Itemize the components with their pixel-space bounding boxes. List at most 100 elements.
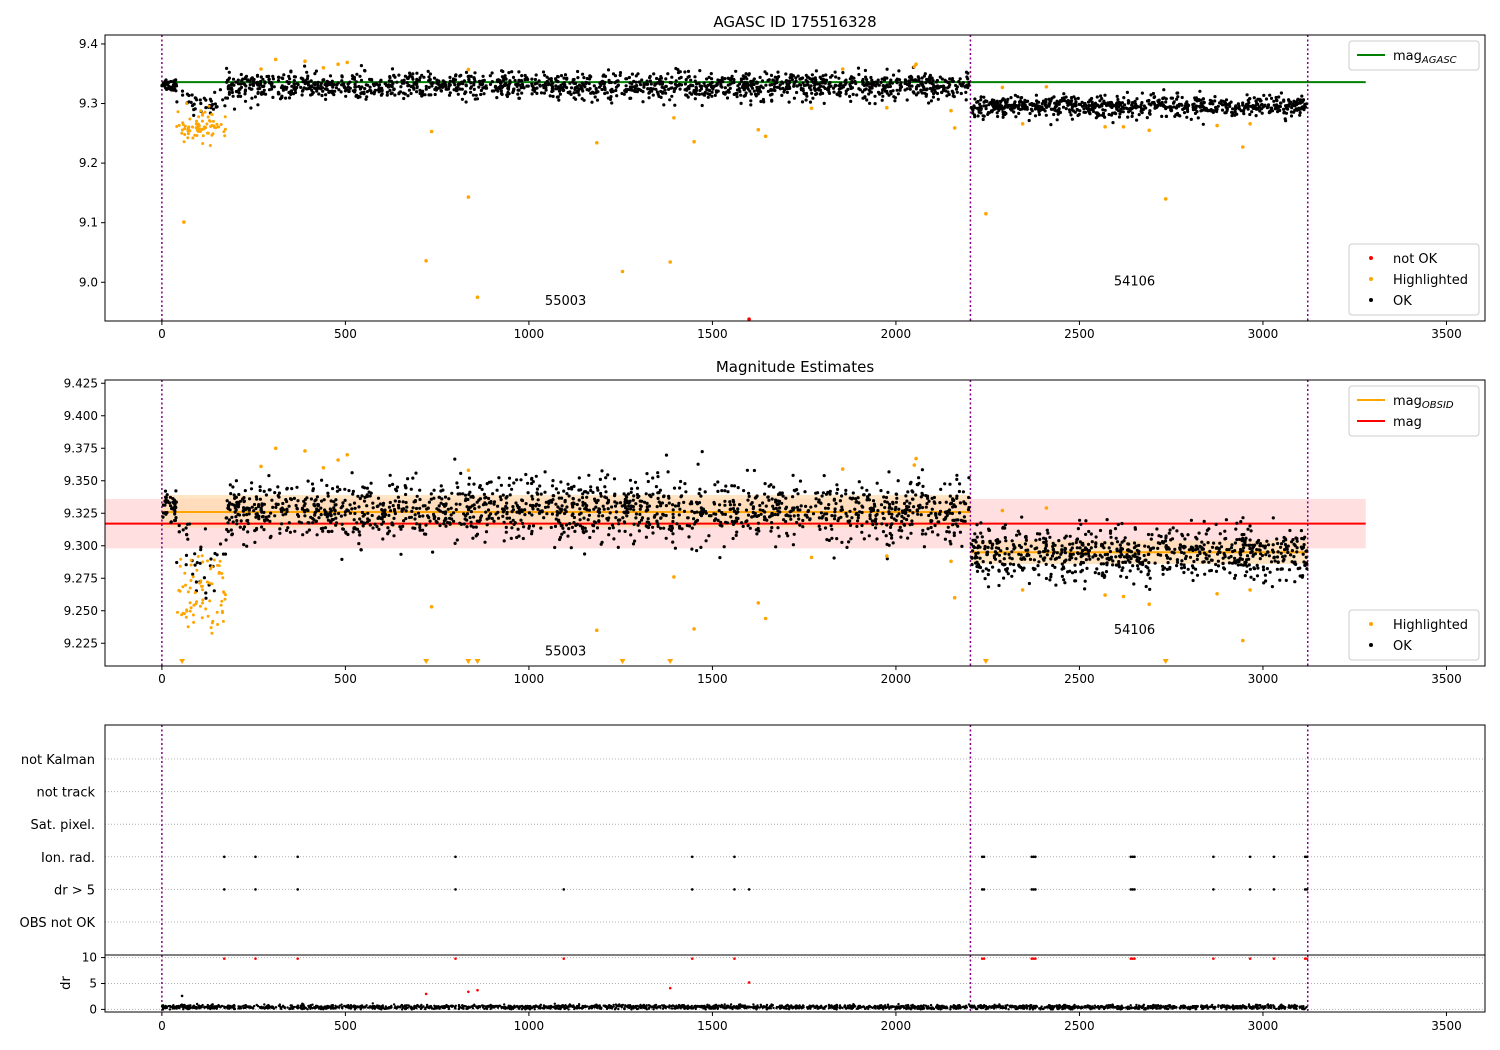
ok-point [670, 86, 674, 90]
ok-point [236, 82, 241, 86]
ok-point [212, 589, 216, 593]
ok-point [1055, 551, 1059, 555]
ok-point [192, 113, 196, 117]
ok-point [387, 79, 391, 83]
ok-point [732, 77, 736, 81]
ok-point [1198, 550, 1202, 554]
ok-point [841, 71, 845, 75]
ok-point [919, 513, 923, 517]
ok-point [917, 506, 922, 510]
ok-point [1073, 102, 1078, 107]
ok-point [368, 523, 372, 527]
ok-point [239, 72, 243, 77]
ok-point [624, 84, 628, 88]
ok-point [1148, 548, 1152, 552]
ok-point [372, 84, 376, 88]
ok-point [921, 85, 926, 89]
ok-point [1068, 569, 1072, 573]
ok-point [1012, 544, 1016, 548]
ok-point [955, 90, 959, 94]
ok-point [333, 89, 337, 93]
ok-point [451, 79, 455, 83]
highlighted-point [195, 134, 199, 137]
ok-point [181, 93, 185, 97]
ok-point [248, 497, 252, 501]
highlighted-point [620, 269, 625, 274]
ok-point [907, 505, 911, 509]
ok-point [689, 84, 693, 88]
ok-point [671, 519, 675, 524]
ok-point [645, 79, 649, 83]
ok-point [303, 64, 307, 68]
ok-point [1074, 100, 1078, 104]
ok-point [712, 502, 717, 506]
ok-point [469, 520, 473, 524]
ok-point [403, 74, 407, 78]
ok-point [810, 91, 814, 95]
highlighted-point [198, 130, 202, 133]
ok-point [549, 525, 553, 530]
ok-point [973, 97, 977, 101]
ok-point [326, 529, 330, 534]
ok-point [890, 533, 894, 537]
ok-point [296, 513, 300, 517]
ok-point [418, 76, 422, 80]
ok-point [1282, 98, 1286, 102]
ok-point [904, 79, 908, 83]
ok-point [1054, 583, 1058, 587]
ok-point [1196, 116, 1200, 120]
ok-point [491, 492, 495, 496]
ok-point [229, 492, 233, 496]
ok-point [224, 538, 228, 542]
ok-point [754, 528, 758, 532]
ok-point [316, 83, 320, 87]
ok-point [517, 70, 521, 74]
ok-point [562, 489, 566, 493]
ok-point [550, 87, 554, 91]
ok-point [1247, 557, 1251, 561]
ok-point [1103, 93, 1107, 97]
ok-point [475, 532, 480, 536]
ok-point [699, 494, 703, 498]
ok-point [1070, 556, 1074, 560]
ok-point [249, 87, 253, 91]
ok-point [366, 511, 370, 515]
ok-point [668, 98, 672, 102]
ok-point [938, 75, 942, 79]
ok-point [871, 499, 876, 503]
ok-point [493, 84, 498, 88]
ok-point [1288, 528, 1292, 533]
ok-point [492, 502, 496, 506]
ok-point [281, 501, 285, 506]
ok-point [1211, 102, 1215, 106]
highlighted-point [195, 119, 198, 123]
ok-point [592, 520, 597, 524]
ok-point [442, 519, 446, 523]
ok-point [473, 71, 477, 75]
ok-point [773, 75, 777, 79]
ok-point [791, 495, 795, 499]
ok-point [526, 491, 530, 495]
ok-point [605, 501, 610, 505]
ok-point [601, 514, 605, 518]
ok-point [1164, 100, 1168, 104]
ok-point [785, 90, 790, 94]
ok-point [393, 511, 397, 516]
ok-point [1133, 527, 1137, 531]
ok-point [1274, 95, 1278, 100]
ok-point [535, 487, 540, 491]
ok-point [490, 80, 494, 84]
ok-point [209, 557, 213, 561]
ok-point [466, 74, 470, 79]
ok-point [885, 523, 889, 527]
ok-point [460, 97, 464, 101]
ok-point [784, 519, 788, 524]
ok-point [350, 74, 354, 78]
ok-point [478, 485, 482, 489]
ok-point [648, 76, 652, 80]
ok-point [581, 492, 585, 496]
ok-point [1109, 535, 1113, 539]
ok-point [589, 488, 593, 493]
ok-point [262, 88, 266, 92]
highlighted-point [201, 112, 204, 116]
